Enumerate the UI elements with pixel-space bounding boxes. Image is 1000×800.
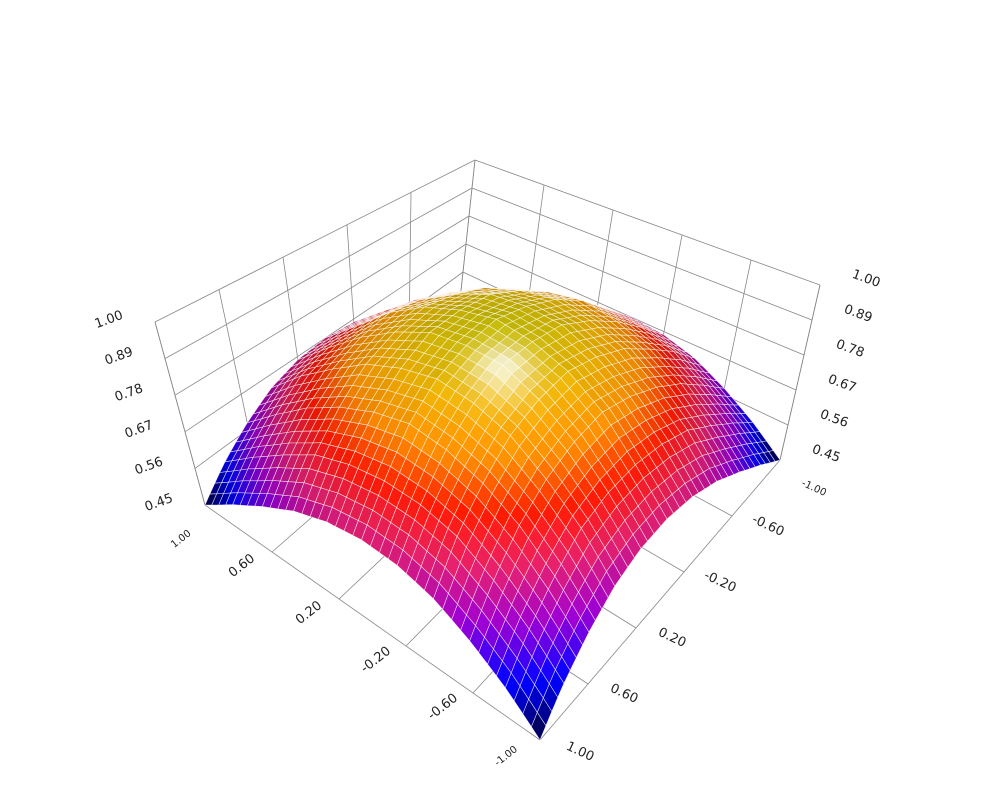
y-tick-label: -0.20: [358, 644, 394, 677]
z-tick-label-right: 0.78: [834, 337, 866, 361]
floor-gridline: [539, 459, 781, 741]
z-tick-label-left: 0.89: [103, 345, 135, 369]
y-tick-label: 0.20: [293, 598, 325, 628]
surface-cell: [531, 711, 547, 741]
z-tick-label-right: 0.56: [818, 407, 850, 431]
z-axis-line: [154, 321, 206, 506]
y-tick-label: 0.60: [226, 551, 258, 581]
z-tick-label-left: 1.00: [93, 308, 125, 332]
floor-gridline: [204, 504, 541, 741]
y-tick-label: 1.00: [169, 528, 193, 550]
wall-gridline: [174, 215, 470, 396]
y-tick-label: -1.00: [493, 744, 520, 769]
z-tick-label-right: 1.00: [850, 267, 882, 291]
wall-gridline: [468, 215, 805, 356]
wall-gridline: [164, 187, 473, 359]
wall-gridline: [154, 159, 476, 323]
surface-mesh: [204, 287, 781, 741]
z-tick-label-right: 0.89: [842, 302, 874, 326]
tick-labels: -1.00 -0.60 -0.20 0.20 0.60 1.00 -1.00 -0.60 -0.…: [93, 267, 882, 769]
z-tick-label-right: 0.67: [826, 372, 858, 396]
x-tick-label: 1.00: [564, 739, 597, 765]
y-tick-label: -0.60: [425, 691, 461, 724]
z-tick-label-left: 0.56: [133, 454, 165, 478]
x-tick-label: 0.20: [656, 625, 689, 651]
z-tick-label-left: 0.45: [143, 491, 175, 515]
wall-gridline: [474, 159, 821, 286]
x-tick-label: -0.60: [750, 512, 787, 540]
x-tick-label: -1.00: [800, 478, 828, 499]
x-tick-label: -0.20: [702, 568, 739, 596]
z-axis-line: [779, 284, 821, 461]
z-tick-label-left: 0.78: [113, 381, 145, 405]
wall-gridline: [459, 159, 476, 301]
z-tick-label-left: 0.67: [123, 418, 155, 442]
z-tick-label-right: 0.45: [810, 442, 842, 466]
wall-gridline: [471, 187, 813, 321]
x-tick-label: 0.60: [608, 681, 641, 707]
